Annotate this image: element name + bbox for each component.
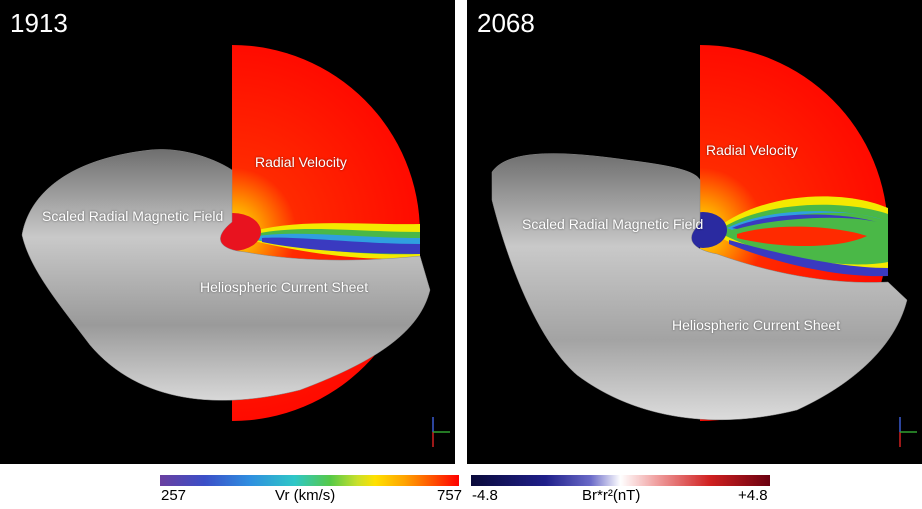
velocity-colorbar-min: 257	[161, 487, 187, 504]
label-current-sheet: Heliospheric Current Sheet	[672, 317, 841, 333]
panel-id-1913: 1913	[10, 8, 68, 38]
panel-1913: 1913 Radial Velocity Scaled Radial Magne…	[0, 0, 455, 464]
heliosphere-render-1913	[21, 45, 450, 447]
velocity-colorbar	[160, 475, 459, 486]
field-colorbar-label: Br*r²(nT)	[582, 487, 641, 504]
field-colorbar-min: -4.8	[472, 487, 498, 504]
panel-2068: 2068 Radial Velocity Scaled Radial Magne…	[467, 0, 922, 464]
velocity-colorbar-max: 757	[437, 487, 463, 504]
label-current-sheet: Heliospheric Current Sheet	[200, 279, 369, 295]
current-sheet-surface	[21, 149, 431, 401]
label-radial-velocity: Radial Velocity	[706, 142, 798, 158]
label-magnetic-field: Scaled Radial Magnetic Field	[522, 216, 704, 232]
label-radial-velocity: Radial Velocity	[255, 154, 347, 170]
velocity-colorbar-label: Vr (km/s)	[275, 487, 336, 504]
current-sheet-surface	[491, 153, 908, 421]
heliosphere-render-2068	[491, 45, 917, 447]
field-colorbar-max: +4.8	[738, 487, 768, 504]
field-colorbar	[471, 475, 770, 486]
label-magnetic-field: Scaled Radial Magnetic Field	[42, 208, 224, 224]
panel-id-2068: 2068	[477, 8, 535, 38]
